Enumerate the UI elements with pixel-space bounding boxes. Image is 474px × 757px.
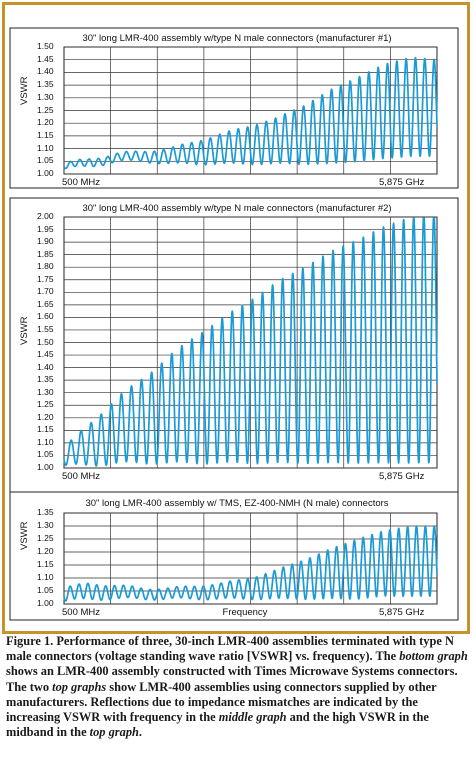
- y-tick-label: 1.10: [37, 436, 54, 447]
- y-tick-label: 1.60: [37, 311, 54, 322]
- caption-lead: Figure 1. Performance of three, 30-inch …: [6, 634, 454, 664]
- y-tick-label: 1.05: [37, 585, 54, 595]
- x-tick-label-start: 500 MHz: [62, 177, 101, 188]
- vswr-series-line: [63, 217, 438, 467]
- figure-caption: Figure 1. Performance of three, 30-inch …: [6, 634, 468, 740]
- y-tick-label: 1.55: [37, 323, 54, 334]
- y-tick-label: 1.20: [37, 546, 54, 556]
- y-tick-label: 1.25: [37, 399, 54, 410]
- y-tick-label: 1.10: [37, 142, 54, 153]
- y-tick-label: 2.00: [37, 211, 54, 221]
- chart-panel-border: [9, 27, 459, 189]
- vswr-charts: [9, 27, 459, 621]
- x-axis-label: Frequency: [222, 607, 268, 618]
- caption-em-bottom: bottom graph: [399, 649, 468, 664]
- caption-mid1: shows an LMR-400 assembly constructed wi…: [6, 664, 458, 694]
- y-tick-label: 1.25: [37, 104, 54, 115]
- chart-panel-border: [9, 491, 459, 621]
- caption-em-middle: middle graph: [218, 710, 287, 725]
- x-tick-label-start: 500 MHz: [62, 471, 101, 482]
- y-tick-label: 1.10: [37, 572, 54, 582]
- y-tick-label: 1.45: [37, 53, 54, 64]
- y-tick-label: 1.50: [37, 336, 54, 347]
- y-tick-label: 1.90: [37, 236, 54, 247]
- x-tick-label-end: 5,875 GHz: [379, 177, 425, 188]
- y-tick-label: 1.30: [37, 520, 54, 530]
- caption-tail: and the high VSWR in the midband in the: [6, 710, 429, 740]
- caption-em-top-graphs: top graphs: [52, 679, 107, 694]
- y-tick-label: 1.15: [37, 424, 54, 435]
- caption-end: .: [138, 725, 143, 740]
- chart-title: 30" long LMR-400 assembly w/type N male …: [82, 33, 392, 44]
- y-tick-label: 1.15: [37, 559, 54, 569]
- chart-title: 30" long LMR-400 assembly w/type N male …: [82, 203, 392, 214]
- y-tick-label: 1.30: [37, 386, 54, 397]
- y-tick-label: 1.35: [37, 374, 54, 385]
- y-axis-label: VSWR: [19, 76, 30, 106]
- y-axis-label: VSWR: [19, 521, 30, 551]
- y-tick-label: 1.00: [37, 462, 54, 472]
- y-tick-label: 1.05: [37, 449, 54, 460]
- y-tick-label: 1.80: [37, 261, 54, 272]
- y-tick-label: 1.50: [37, 41, 54, 51]
- x-tick-label-start: 500 MHz: [62, 607, 101, 618]
- y-tick-label: 1.00: [37, 168, 54, 178]
- x-tick-label-end: 5,875 GHz: [379, 471, 425, 482]
- y-tick-label: 1.35: [37, 507, 54, 517]
- y-tick-label: 1.45: [37, 349, 54, 360]
- x-tick-label-end: 5,875 GHz: [379, 607, 425, 618]
- y-axis-label: VSWR: [19, 316, 30, 346]
- y-tick-label: 1.75: [37, 273, 54, 284]
- y-tick-label: 1.20: [37, 411, 54, 422]
- y-tick-label: 1.85: [37, 248, 54, 259]
- y-tick-label: 1.65: [37, 298, 54, 309]
- chart-title: 30" long LMR-400 assembly w/ TMS, EZ-400…: [85, 498, 389, 509]
- y-tick-label: 1.15: [37, 129, 54, 140]
- y-tick-label: 1.00: [37, 598, 54, 608]
- caption-mid2: show LMR-400 assemblies using connectors…: [6, 679, 437, 725]
- vswr-series-line: [63, 525, 438, 602]
- caption-em-top: top graph: [89, 725, 139, 740]
- y-tick-label: 1.40: [37, 361, 54, 372]
- y-tick-label: 1.35: [37, 79, 54, 90]
- vswr-series-line: [63, 56, 438, 170]
- y-tick-label: 1.40: [37, 66, 54, 77]
- y-tick-label: 1.70: [37, 286, 54, 297]
- y-tick-label: 1.05: [37, 155, 54, 166]
- y-tick-label: 1.30: [37, 91, 54, 102]
- y-tick-label: 1.95: [37, 223, 54, 234]
- y-tick-label: 1.25: [37, 533, 54, 543]
- y-tick-label: 1.20: [37, 117, 54, 128]
